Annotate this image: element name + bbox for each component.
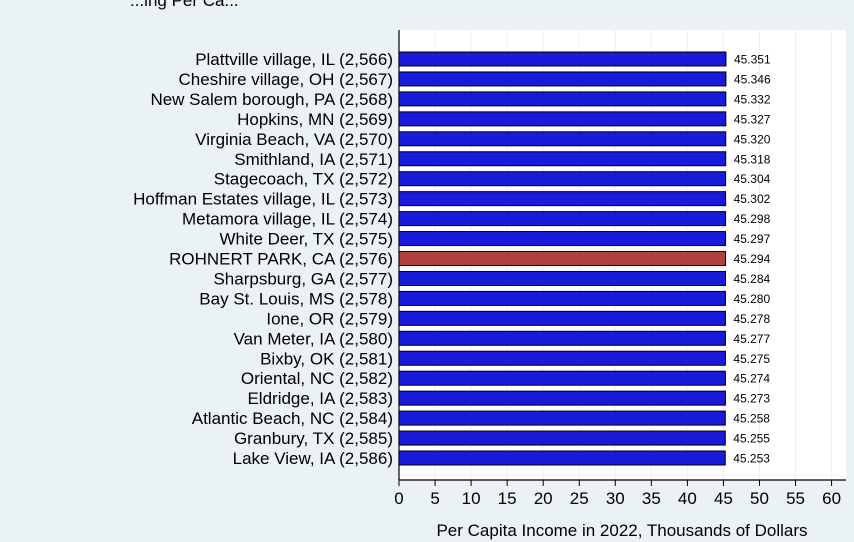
value-label: 45.277 xyxy=(733,332,770,346)
category-label: Lake View, IA (2,586) xyxy=(233,449,393,468)
category-label: Metamora village, IL (2,574) xyxy=(182,210,393,229)
bar xyxy=(398,450,726,466)
x-tick-label: 40 xyxy=(678,489,697,508)
category-label: ROHNERT PARK, CA (2,576) xyxy=(169,250,393,269)
bar xyxy=(398,151,727,167)
x-tick-label: 20 xyxy=(534,489,553,508)
bar xyxy=(398,51,727,67)
value-label: 45.258 xyxy=(733,412,770,426)
category-label: Eldridge, IA (2,583) xyxy=(247,389,393,408)
value-label: 45.318 xyxy=(734,152,771,166)
category-label: Oriental, NC (2,582) xyxy=(241,369,393,388)
category-label: Virginia Beach, VA (2,570) xyxy=(195,130,393,149)
bar xyxy=(398,430,726,446)
category-label: Plattville village, IL (2,566) xyxy=(195,50,393,69)
category-label: Cheshire village, OH (2,567) xyxy=(179,70,393,89)
bar xyxy=(398,330,726,346)
bar xyxy=(398,410,726,426)
bar xyxy=(398,111,727,127)
category-label: Sharpsburg, GA (2,577) xyxy=(213,269,393,288)
value-label: 45.332 xyxy=(734,92,771,106)
category-label: White Deer, TX (2,575) xyxy=(219,230,393,249)
category-label: Hoffman Estates village, IL (2,573) xyxy=(133,190,393,209)
x-tick-label: 15 xyxy=(498,489,517,508)
bar xyxy=(398,171,727,187)
category-label: Granbury, TX (2,585) xyxy=(234,429,393,448)
bar xyxy=(398,211,727,227)
category-label: Ione, OR (2,579) xyxy=(266,309,393,328)
x-axis-ticks: 0 5 10 15 20 25 30 35 40 45 50 55 60 xyxy=(394,480,841,508)
value-label: 45.273 xyxy=(733,392,770,406)
chart-title: ...ing Per Ca... xyxy=(130,0,239,10)
category-labels: Plattville village, IL (2,566)Cheshire v… xyxy=(133,50,393,468)
bar xyxy=(398,270,726,286)
value-label: 45.297 xyxy=(734,232,771,246)
category-label: New Salem borough, PA (2,568) xyxy=(150,90,393,109)
category-label: Hopkins, MN (2,569) xyxy=(237,110,393,129)
value-label: 45.304 xyxy=(734,172,771,186)
bar xyxy=(398,231,727,247)
value-label: 45.280 xyxy=(733,292,770,306)
category-label: Bixby, OK (2,581) xyxy=(260,349,393,368)
value-label: 45.284 xyxy=(733,272,770,286)
bar xyxy=(398,390,726,406)
value-label: 45.275 xyxy=(733,352,770,366)
value-label: 45.298 xyxy=(734,212,771,226)
bar xyxy=(398,350,726,366)
value-labels: 45.351 45.346 45.332 45.327 45.320 45.318 45.3… xyxy=(733,53,771,466)
value-label: 45.346 xyxy=(734,72,771,86)
x-tick-label: 50 xyxy=(750,489,769,508)
category-label: Smithland, IA (2,571) xyxy=(234,150,393,169)
category-label: Stagecoach, TX (2,572) xyxy=(214,170,393,189)
value-label: 45.253 xyxy=(733,452,770,466)
x-tick-label: 0 xyxy=(394,489,403,508)
x-tick-label: 45 xyxy=(714,489,733,508)
value-label: 45.320 xyxy=(734,132,771,146)
value-label: 45.294 xyxy=(734,252,771,266)
bar xyxy=(398,131,727,147)
value-label: 45.327 xyxy=(734,112,771,126)
x-axis-title: Per Capita Income in 2022, Thousands of … xyxy=(436,521,807,540)
bar-highlighted xyxy=(398,251,727,266)
bars xyxy=(398,51,727,466)
x-tick-label: 55 xyxy=(786,489,805,508)
bar xyxy=(398,290,726,306)
bar xyxy=(398,370,726,386)
category-label: Bay St. Louis, MS (2,578) xyxy=(199,289,393,308)
x-tick-label: 10 xyxy=(462,489,481,508)
value-label: 45.302 xyxy=(734,192,771,206)
x-tick-label: 5 xyxy=(430,489,439,508)
bar xyxy=(398,191,727,207)
x-tick-label: 60 xyxy=(822,489,841,508)
value-label: 45.351 xyxy=(734,53,771,67)
value-label: 45.278 xyxy=(733,312,770,326)
category-label: Atlantic Beach, NC (2,584) xyxy=(192,409,393,428)
x-tick-label: 35 xyxy=(642,489,661,508)
bar xyxy=(398,91,727,107)
bar xyxy=(398,71,727,87)
category-label: Van Meter, IA (2,580) xyxy=(234,329,393,348)
x-tick-label: 25 xyxy=(570,489,589,508)
value-label: 45.274 xyxy=(733,372,770,386)
value-label: 45.255 xyxy=(733,432,770,446)
x-tick-label: 30 xyxy=(606,489,625,508)
bar xyxy=(398,310,726,326)
